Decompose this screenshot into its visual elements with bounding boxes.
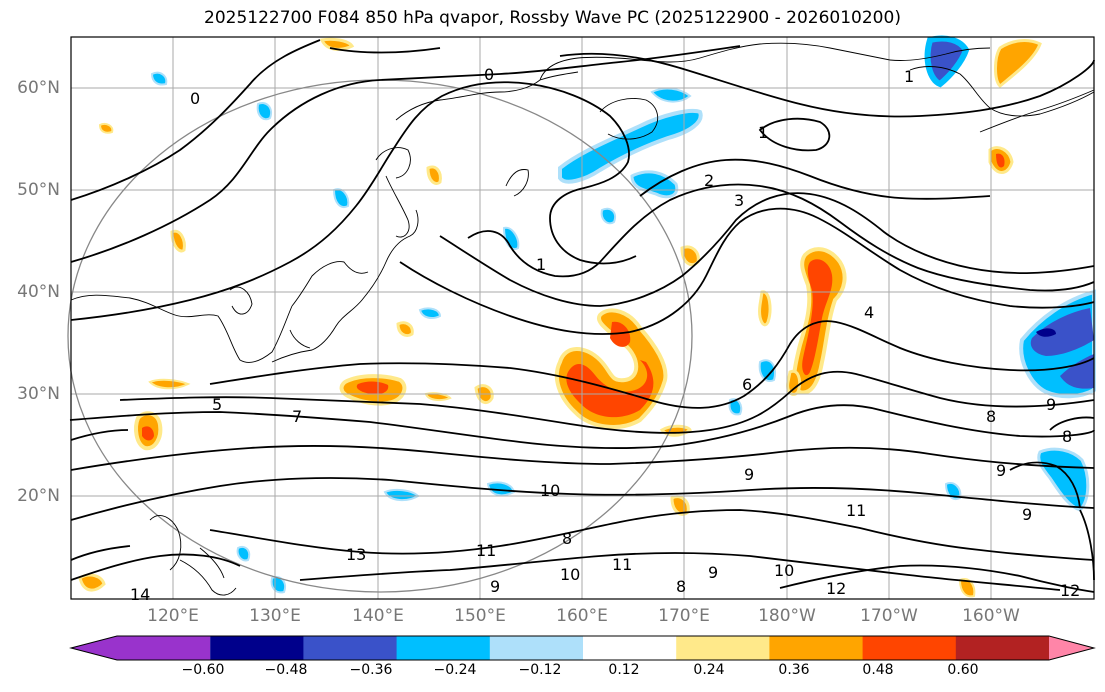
contour-label: 0 bbox=[484, 65, 494, 84]
positive-anomaly-streak-2 bbox=[758, 290, 772, 327]
contour-label: 14 bbox=[130, 585, 150, 604]
contour-label: 9 bbox=[490, 577, 500, 596]
contour-label: 6 bbox=[742, 375, 752, 394]
colorbar-tick-label: −0.60 bbox=[181, 662, 225, 678]
map-frame bbox=[70, 36, 1095, 600]
colorbar-tick-label: 0.60 bbox=[947, 662, 979, 678]
lat-label: 60°N bbox=[17, 78, 60, 98]
contour-label: 1 bbox=[758, 123, 768, 142]
contour-label: 11 bbox=[612, 555, 632, 574]
negative-anomaly-alaska bbox=[924, 35, 970, 88]
contour-label: 11 bbox=[846, 501, 866, 520]
contour-label: 12 bbox=[1060, 581, 1080, 600]
contour-label: 8 bbox=[1062, 427, 1072, 446]
contour-label: 3 bbox=[734, 191, 744, 210]
contour-label: 9 bbox=[1046, 395, 1056, 414]
lon-label: 120°E bbox=[147, 606, 199, 626]
contour-label: 4 bbox=[864, 303, 874, 322]
contour-label: 8 bbox=[562, 529, 572, 548]
lat-label: 30°N bbox=[17, 384, 60, 404]
lon-label: 140°E bbox=[352, 606, 404, 626]
grid-lines bbox=[71, 37, 1094, 599]
contour-labels: 0 0 1 1 1 2 3 4 5 6 7 8 8 9 9 9 9 9 10 1… bbox=[130, 65, 1080, 604]
contour-label: 0 bbox=[190, 89, 200, 108]
lat-label: 20°N bbox=[17, 486, 60, 506]
contour-lines bbox=[69, 39, 1095, 593]
colorbar-tick-label: −0.12 bbox=[518, 662, 562, 678]
lon-label: 170°W bbox=[860, 606, 918, 626]
lon-label: 130°E bbox=[249, 606, 301, 626]
lon-label: 170°E bbox=[658, 606, 710, 626]
contour-label: 7 bbox=[292, 407, 302, 426]
lon-label: 160°W bbox=[962, 606, 1020, 626]
contour-label: 2 bbox=[704, 171, 714, 190]
contour-label: 12 bbox=[826, 579, 846, 598]
contour-label: 5 bbox=[212, 395, 222, 414]
contour-label: 10 bbox=[774, 561, 794, 580]
lat-label: 40°N bbox=[17, 282, 60, 302]
contour-label: 9 bbox=[996, 461, 1006, 480]
map-title: 2025122700 F084 850 hPa qvapor, Rossby W… bbox=[204, 8, 901, 28]
contour-label: 9 bbox=[708, 563, 718, 582]
coastlines bbox=[70, 42, 1095, 596]
lon-label: 180°W bbox=[758, 606, 816, 626]
colorbar-tick-label: 0.36 bbox=[778, 662, 810, 678]
contour-label: 10 bbox=[540, 481, 560, 500]
colorbar-tick-label: −0.24 bbox=[433, 662, 477, 678]
contour-label: 1 bbox=[904, 67, 914, 86]
lon-label: 160°E bbox=[556, 606, 608, 626]
lon-label: 150°E bbox=[454, 606, 506, 626]
contour-label: 8 bbox=[676, 577, 686, 596]
colorbar-tick-label: −0.36 bbox=[349, 662, 393, 678]
positive-anomaly-hook-spot bbox=[610, 321, 631, 347]
contour-label: 10 bbox=[560, 565, 580, 584]
colorbar-tick-label: −0.48 bbox=[264, 662, 308, 678]
positive-anomaly-streak-3 bbox=[786, 369, 802, 396]
colorbar-tick-label: 0.12 bbox=[608, 662, 640, 678]
contour-label: 1 bbox=[536, 255, 546, 274]
lat-label: 50°N bbox=[17, 180, 60, 200]
contour-label: 8 bbox=[986, 407, 996, 426]
colorbar-tick-label: 0.48 bbox=[862, 662, 894, 678]
anomaly-shading bbox=[78, 35, 1096, 598]
contour-label: 9 bbox=[1022, 505, 1032, 524]
contour-label: 9 bbox=[744, 465, 754, 484]
colorbar-tick-label: 0.24 bbox=[693, 662, 725, 678]
positive-anomaly-streak-core bbox=[802, 259, 833, 376]
contour-label: 13 bbox=[346, 545, 366, 564]
contour-label: 11 bbox=[476, 541, 496, 560]
